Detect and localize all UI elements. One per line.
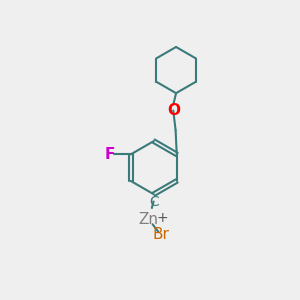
Text: F: F xyxy=(105,147,115,162)
Text: Br: Br xyxy=(152,227,169,242)
Text: Zn: Zn xyxy=(138,212,158,227)
Text: C: C xyxy=(149,195,159,209)
Text: +: + xyxy=(156,212,168,226)
Text: O: O xyxy=(167,103,180,118)
